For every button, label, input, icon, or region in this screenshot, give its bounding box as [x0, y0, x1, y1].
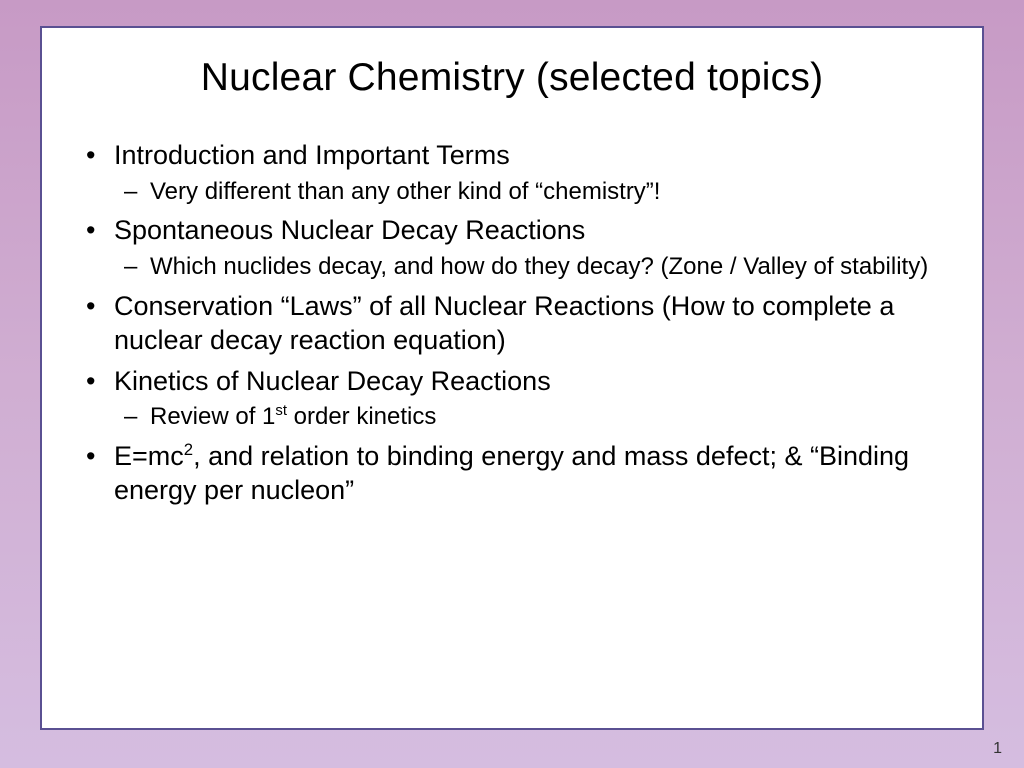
bullet-item: E=mc2, and relation to binding energy an… [78, 439, 946, 508]
bullet-text: Kinetics of Nuclear Decay Reactions [114, 366, 551, 396]
sub-bullet-list: Review of 1st order kinetics [114, 402, 946, 433]
slide-frame: Nuclear Chemistry (selected topics) Intr… [40, 26, 984, 730]
sub-bullet-list: Which nuclides decay, and how do they de… [114, 252, 946, 283]
page-number: 1 [993, 740, 1002, 758]
slide-title: Nuclear Chemistry (selected topics) [78, 56, 946, 100]
bullet-text: Introduction and Important Terms [114, 140, 510, 170]
bullet-list: Introduction and Important Terms Very dif… [78, 138, 946, 508]
sub-bullet-item: Review of 1st order kinetics [114, 402, 946, 433]
sub-bullet-item: Which nuclides decay, and how do they de… [114, 252, 946, 283]
slide-content: Introduction and Important Terms Very dif… [78, 138, 946, 508]
bullet-item: Spontaneous Nuclear Decay Reactions Which… [78, 213, 946, 282]
bullet-text: E=mc2, and relation to binding energy an… [114, 441, 909, 506]
bullet-item: Kinetics of Nuclear Decay Reactions Revie… [78, 364, 946, 433]
bullet-item: Conservation “Laws” of all Nuclear React… [78, 289, 946, 358]
bullet-item: Introduction and Important Terms Very dif… [78, 138, 946, 207]
bullet-text: Conservation “Laws” of all Nuclear React… [114, 291, 894, 356]
sub-bullet-item: Very different than any other kind of “c… [114, 177, 946, 208]
bullet-text: Spontaneous Nuclear Decay Reactions [114, 215, 585, 245]
sub-bullet-list: Very different than any other kind of “c… [114, 177, 946, 208]
